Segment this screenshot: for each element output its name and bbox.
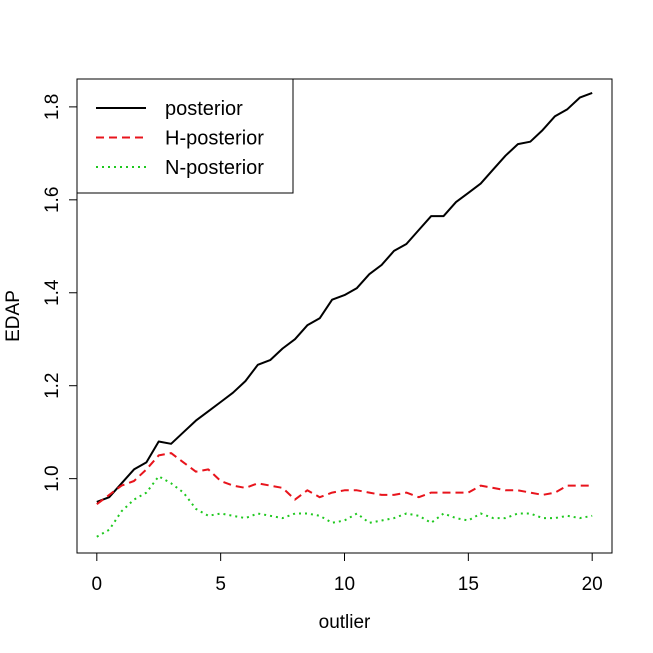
y-tick-label: 1.8 <box>42 94 63 120</box>
y-tick-label: 1.2 <box>42 372 63 398</box>
legend-label: posterior <box>165 98 243 120</box>
legend-label: H-posterior <box>165 128 264 150</box>
series-line-posterior <box>96 91 593 503</box>
x-tick-label: 20 <box>582 574 603 595</box>
legend: posterior H-posterior N-posterior <box>76 78 294 194</box>
y-tick-label: 1.4 <box>42 279 63 306</box>
x-tick-label: 0 <box>92 574 103 595</box>
x-axis-label: outlier <box>319 612 371 633</box>
x-tick-label: 15 <box>458 574 479 595</box>
series-layer <box>96 91 593 538</box>
y-tick-label: 1.6 <box>42 187 63 213</box>
series-line-h-posterior <box>96 452 593 506</box>
x-axis: 0 5 10 15 20 <box>92 552 603 595</box>
y-tick-label: 1.0 <box>42 465 63 491</box>
legend-label: N-posterior <box>165 157 264 179</box>
x-tick-label: 5 <box>215 574 226 595</box>
y-axis-label: EDAP <box>3 290 24 342</box>
y-axis: 1.0 1.2 1.4 1.6 1.8 <box>42 94 78 492</box>
x-tick-label: 10 <box>334 574 355 595</box>
series-line-n-posterior <box>96 475 593 538</box>
legend-box <box>76 78 294 194</box>
